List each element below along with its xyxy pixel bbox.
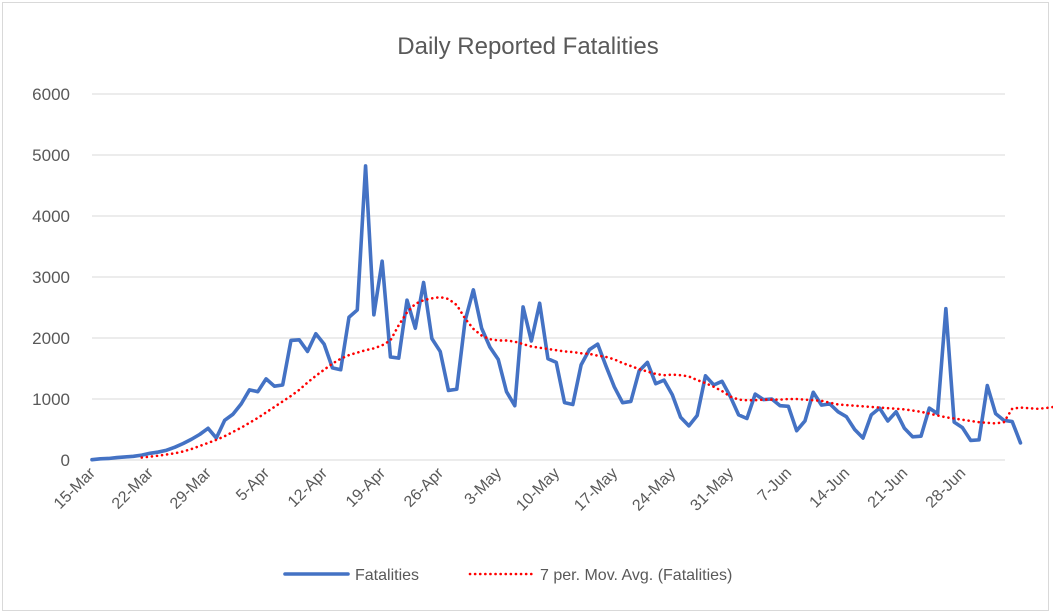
x-tick-label: 19-Apr	[343, 464, 389, 510]
x-tick-label: 5-Apr	[233, 464, 273, 504]
x-tick-label: 26-Apr	[401, 464, 447, 510]
x-tick-label: 22-Mar	[109, 464, 157, 512]
x-axis-tick-labels: 15-Mar 22-Mar 29-Mar 5-Apr 12-Apr 19-Apr 26-Ap…	[51, 464, 969, 514]
x-tick-label: 17-May	[571, 465, 621, 515]
x-tick-label: 28-Jun	[923, 465, 970, 512]
x-tick-label: 12-Apr	[285, 464, 331, 510]
y-tick-label: 5000	[32, 146, 70, 165]
y-tick-label: 2000	[32, 329, 70, 348]
x-tick-label: 7-Jun	[755, 465, 795, 505]
x-tick-label: 31-May	[687, 465, 737, 515]
x-tick-label: 10-May	[513, 465, 563, 515]
series-line-fatalities	[90, 164, 1023, 462]
y-tick-label: 1000	[32, 390, 70, 409]
x-tick-label: 29-Mar	[167, 464, 215, 512]
legend-label-moving-average: 7 per. Mov. Avg. (Fatalities)	[540, 567, 732, 584]
legend-label-fatalities: Fatalities	[355, 567, 419, 584]
x-tick-label: 21-Jun	[865, 465, 912, 512]
legend: Fatalities 7 per. Mov. Avg. (Fatalities)	[283, 567, 732, 584]
y-tick-label: 0	[61, 451, 70, 470]
series-layer	[90, 164, 1053, 462]
y-tick-label: 6000	[32, 85, 70, 104]
y-axis-tick-labels: 0 1000 2000 3000 4000 5000 6000	[32, 85, 70, 470]
series-line-moving-average	[140, 295, 1053, 459]
x-tick-label: 3-May	[462, 465, 505, 508]
y-tick-label: 3000	[32, 268, 70, 287]
x-tick-label: 15-Mar	[51, 464, 99, 512]
chart-title: Daily Reported Fatalities	[397, 33, 658, 60]
x-tick-label: 14-Jun	[807, 465, 854, 512]
y-tick-label: 4000	[32, 207, 70, 226]
x-tick-label: 24-May	[629, 465, 679, 515]
